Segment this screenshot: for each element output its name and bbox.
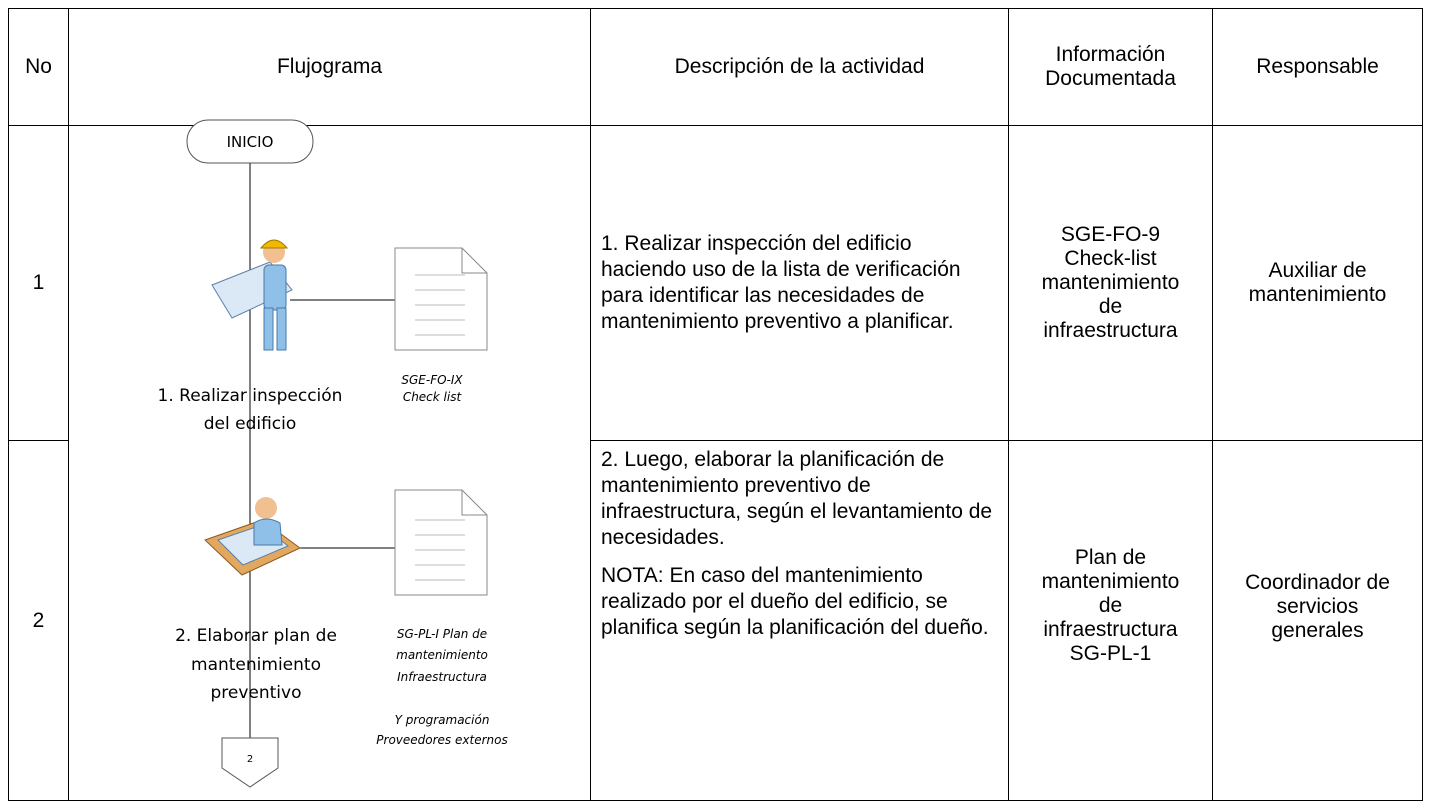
row: 1 1. Realizar inspección del edificio ha…: [8, 125, 1423, 801]
responsible-line: Auxiliar de: [1268, 259, 1367, 282]
header-cell: Información Documentada: [1008, 8, 1213, 126]
info-line: SG-PL-1: [1069, 642, 1152, 665]
step-label: 1. Realizar inspección: [158, 386, 343, 406]
connector-label: 2: [247, 754, 253, 765]
procedure-table: No Flujograma Descripción de la activida…: [8, 8, 1423, 801]
document-icon: [394, 247, 488, 351]
info-line: Plan de: [1074, 546, 1147, 569]
responsible-line: Coordinador de: [1245, 571, 1390, 594]
document-label: mantenimiento: [396, 648, 488, 662]
document-note: Proveedores externos: [376, 733, 507, 747]
document-note: Y programación: [395, 713, 490, 727]
document-label: Infraestructura: [397, 670, 487, 684]
responsible-cell: Auxiliar de mantenimiento: [1212, 125, 1423, 441]
header-cell: Responsable: [1212, 8, 1423, 126]
info-cell: Plan de mantenimiento de infraestructura SG-…: [1008, 440, 1213, 801]
flowchart-cell: [68, 125, 591, 801]
start-terminator: [186, 119, 314, 164]
document-label: SG-PL-I Plan de: [397, 627, 487, 641]
info-line: mantenimiento: [1041, 271, 1180, 294]
header-cell: Flujograma: [68, 8, 591, 126]
responsible-line: mantenimiento: [1248, 283, 1387, 306]
responsible-cell: Coordinador de servicios generales: [1212, 440, 1423, 801]
description: 2. Luego, elaborar la planificación de m…: [601, 448, 993, 549]
info-line: de: [1098, 295, 1123, 318]
step-label: mantenimiento: [191, 655, 321, 675]
info-line: de: [1098, 594, 1123, 617]
info-line: mantenimiento: [1041, 570, 1180, 593]
info-line: infraestructura: [1043, 319, 1178, 342]
info-line: infraestructura: [1043, 618, 1178, 641]
header-text: Información: [1055, 43, 1166, 66]
description: 1. Realizar inspección del edificio haci…: [601, 232, 961, 333]
document-icon: [394, 489, 488, 596]
step-label: del edificio: [204, 414, 297, 434]
header-cell: No: [8, 8, 69, 126]
header-row: No Flujograma Descripción de la activida…: [8, 8, 1423, 126]
info-cell: SGE-FO-9 Check-list mantenimiento de infraes…: [1008, 125, 1213, 441]
responsible-line: generales: [1271, 619, 1364, 642]
info-line: Check-list: [1064, 247, 1157, 270]
document-label: Check list: [403, 390, 463, 404]
row: 2 2. Luego, elaborar la planificación de…: [8, 440, 1423, 801]
desk-worker-icon: [204, 497, 301, 576]
document-label: SGE-FO-IX: [401, 373, 463, 387]
no-cell: 2: [8, 440, 69, 801]
worker-icon: [211, 239, 293, 351]
responsible-line: servicios: [1276, 595, 1359, 618]
offpage-connector: [221, 737, 279, 788]
step-label: preventivo: [210, 683, 301, 703]
start-label: INICIO: [227, 133, 274, 151]
header-text: Documentada: [1045, 67, 1176, 90]
description-cell: 1. Realizar inspección del edificio haci…: [590, 125, 1009, 441]
info-line: SGE-FO-9: [1060, 223, 1161, 246]
description: NOTA: En caso del mantenimiento realizad…: [601, 564, 989, 639]
step-label: 2. Elaborar plan de: [175, 626, 337, 646]
description-cell: 2. Luego, elaborar la planificación de m…: [590, 440, 1009, 801]
